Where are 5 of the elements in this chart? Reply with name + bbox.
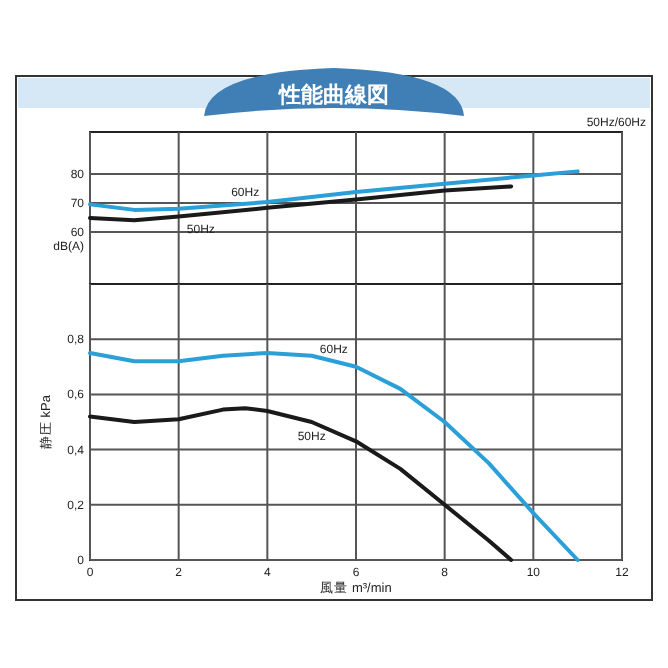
line-series	[88, 184, 514, 223]
line-series	[88, 406, 514, 562]
line-series	[88, 169, 580, 212]
line-series	[88, 351, 580, 562]
chart-title: 性能曲線図	[277, 82, 389, 108]
